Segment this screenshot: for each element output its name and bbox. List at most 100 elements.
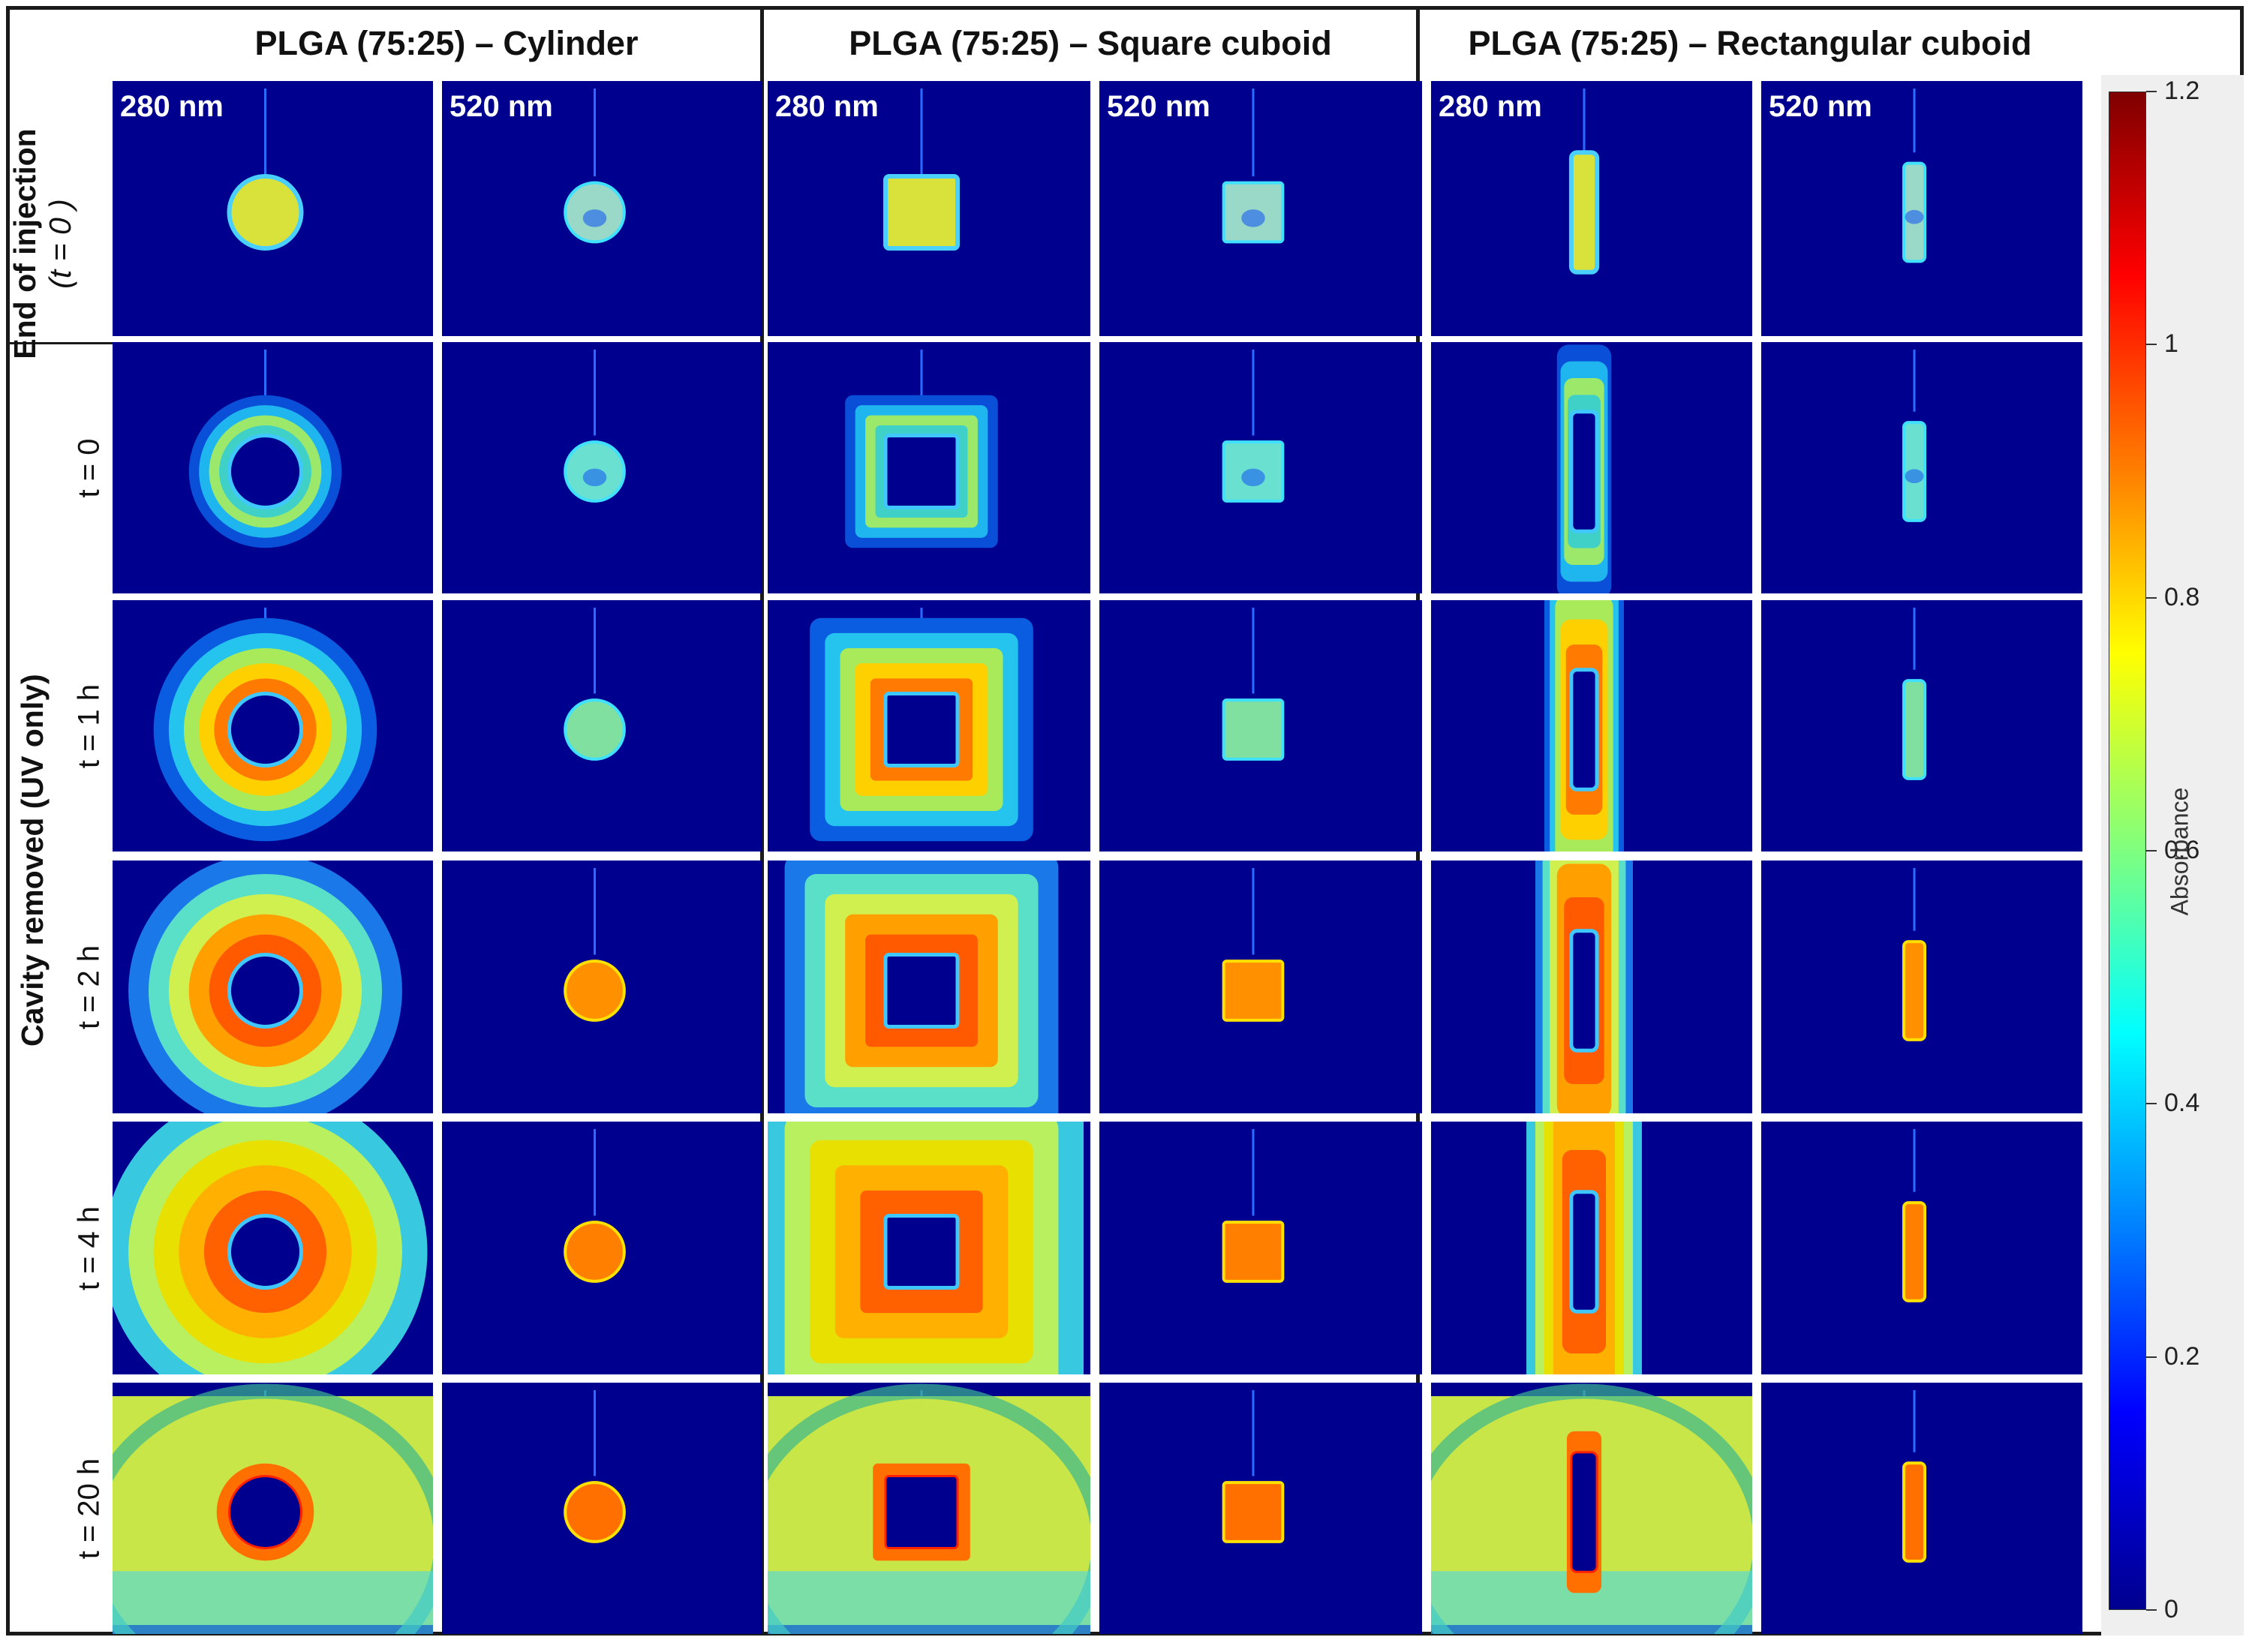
wavelength-label: 520 nm xyxy=(449,90,553,123)
colorbar-tick xyxy=(2146,850,2157,852)
absorbance-map xyxy=(1222,608,1285,761)
group-label-line2: (t = 0 ) xyxy=(43,199,77,289)
absorbance-map xyxy=(1222,350,1285,503)
panel-rect-280-row5 xyxy=(1431,1383,1752,1634)
panel-rect-280-row3 xyxy=(1431,861,1752,1113)
colorbar-tick-label: 0.8 xyxy=(2164,582,2200,611)
group-label-cavity-removed: Cavity removed (UV only) xyxy=(15,674,50,1047)
absorbance-map xyxy=(188,350,342,548)
group-label-line1: End of injection xyxy=(8,128,42,359)
absorbance-map xyxy=(128,861,402,1113)
time-label: t = 0 xyxy=(71,438,105,497)
absorbance-map xyxy=(845,350,998,548)
column-title-rectangular-cuboid: PLGA (75:25) – Rectangular cuboid xyxy=(1468,24,2032,62)
absorbance-map xyxy=(1544,600,1625,852)
absorbance-map xyxy=(227,89,304,251)
panel-circle-280-row1 xyxy=(113,342,433,593)
panel-circle-520-row1 xyxy=(442,342,762,593)
colorbar-tick xyxy=(2146,596,2157,599)
absorbance-map xyxy=(883,89,960,251)
panel-circle-280-row0: 280 nm xyxy=(113,81,433,336)
column-title-square-cuboid: PLGA (75:25) – Square cuboid xyxy=(849,24,1332,62)
colorbar-tick-label: 0.4 xyxy=(2164,1089,2200,1118)
panel-rect-280-row4 xyxy=(1431,1122,1752,1374)
panel-rect-520-row4 xyxy=(1761,1122,2082,1374)
absorbance-map xyxy=(564,1390,626,1543)
colorbar-tick-label: 1 xyxy=(2164,329,2178,359)
colorbar-tick xyxy=(2146,1103,2157,1105)
absorbance-map xyxy=(1902,608,1927,780)
colorbar-tick-label: 0 xyxy=(2164,1595,2178,1623)
panel-square-280-row5 xyxy=(768,1383,1090,1634)
absorbance-map xyxy=(564,89,626,244)
absorbance-map xyxy=(768,1122,1084,1374)
absorbance-map xyxy=(564,608,626,761)
panel-circle-280-row2 xyxy=(113,600,433,852)
panel-rect-520-row3 xyxy=(1761,861,2082,1113)
absorbance-map xyxy=(153,608,377,842)
absorbance-map xyxy=(113,1383,433,1634)
panel-square-520-row5 xyxy=(1099,1383,1422,1634)
absorbance-map xyxy=(1902,1390,1927,1563)
group-divider xyxy=(6,342,130,344)
colorbar-label: Absorbance xyxy=(2166,787,2193,916)
panel-circle-520-row5 xyxy=(442,1383,762,1634)
time-label: t = 1 h xyxy=(71,683,105,768)
panel-circle-280-row5 xyxy=(113,1383,433,1634)
panel-rect-280-row1 xyxy=(1431,342,1752,593)
panel-square-520-row4 xyxy=(1099,1122,1422,1374)
absorbance-map xyxy=(1902,89,1927,263)
time-label: t = 2 h xyxy=(71,945,105,1029)
panel-square-520-row2 xyxy=(1099,600,1422,852)
column-title-cylinder: PLGA (75:25) – Cylinder xyxy=(254,24,639,62)
wavelength-label: 280 nm xyxy=(775,90,879,123)
panel-rect-280-row0: 280 nm xyxy=(1431,81,1752,336)
panel-circle-280-row3 xyxy=(113,861,433,1113)
panel-circle-520-row3 xyxy=(442,861,762,1113)
absorbance-map xyxy=(1526,1122,1642,1374)
absorbance-map xyxy=(1902,350,1927,522)
absorbance-map xyxy=(784,861,1059,1113)
absorbance-map xyxy=(810,608,1033,842)
colorbar xyxy=(2109,92,2146,1610)
panel-circle-520-row4 xyxy=(442,1122,762,1374)
absorbance-map xyxy=(1556,344,1612,593)
absorbance-map xyxy=(113,1122,428,1374)
panel-square-280-row2 xyxy=(768,600,1090,852)
panel-circle-520-row2 xyxy=(442,600,762,852)
absorbance-map xyxy=(1902,1129,1927,1302)
absorbance-map xyxy=(1222,1129,1285,1283)
wavelength-label: 280 nm xyxy=(1439,90,1542,123)
absorbance-map xyxy=(1222,89,1285,244)
panel-square-280-row4 xyxy=(768,1122,1090,1374)
time-label: t = 4 h xyxy=(71,1206,105,1290)
colorbar-tick xyxy=(2146,1356,2157,1358)
absorbance-map xyxy=(564,1129,626,1283)
panel-square-280-row0: 280 nm xyxy=(768,81,1090,336)
absorbance-map xyxy=(768,1383,1090,1634)
absorbance-map xyxy=(1222,868,1285,1022)
absorbance-map xyxy=(1222,1390,1285,1543)
time-label: t = 20 h xyxy=(71,1458,105,1559)
panel-circle-520-row0: 520 nm xyxy=(442,81,762,336)
wavelength-label: 520 nm xyxy=(1769,90,1872,123)
panel-square-520-row1 xyxy=(1099,342,1422,593)
wavelength-label: 520 nm xyxy=(1107,90,1210,123)
absorbance-map xyxy=(1535,861,1633,1113)
panel-square-520-row3 xyxy=(1099,861,1422,1113)
colorbar-tick-label: 0.6 xyxy=(2164,836,2200,864)
panel-rect-520-row0: 520 nm xyxy=(1761,81,2082,336)
colorbar-tick xyxy=(2146,344,2157,346)
absorbance-map xyxy=(1902,868,1927,1041)
absorbance-map xyxy=(564,868,626,1022)
wavelength-label: 280 nm xyxy=(120,90,224,123)
absorbance-map xyxy=(1431,1383,1752,1634)
panel-rect-520-row5 xyxy=(1761,1383,2082,1634)
absorbance-map xyxy=(564,350,626,503)
panel-rect-520-row2 xyxy=(1761,600,2082,852)
colorbar-tick xyxy=(2146,1609,2157,1611)
panel-square-520-row0: 520 nm xyxy=(1099,81,1422,336)
absorbance-map xyxy=(1568,89,1600,275)
panel-rect-520-row1 xyxy=(1761,342,2082,593)
panel-square-280-row1 xyxy=(768,342,1090,593)
